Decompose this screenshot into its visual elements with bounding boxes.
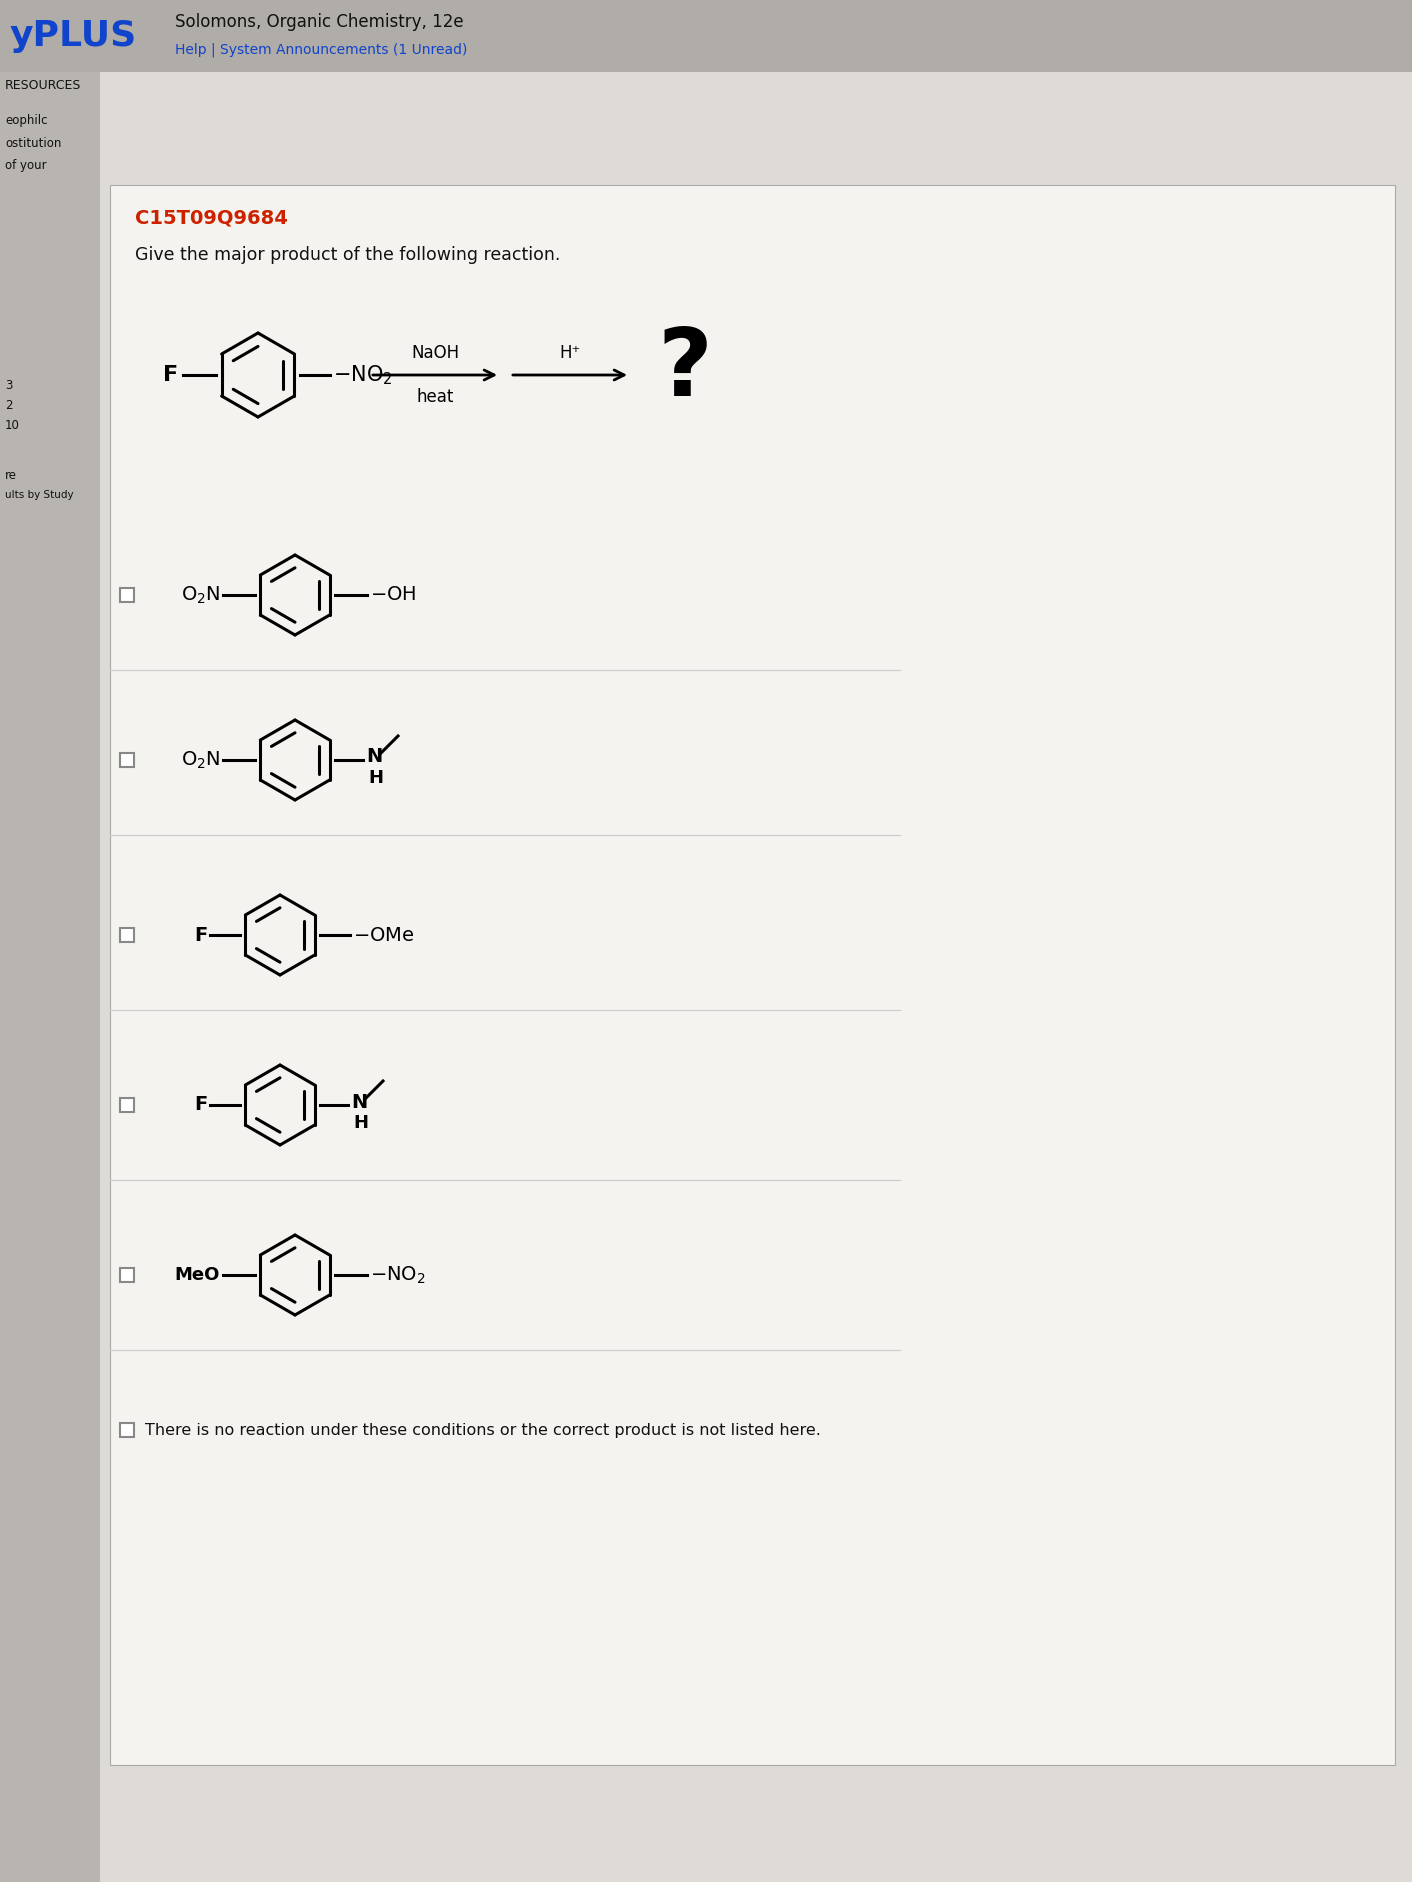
Text: $\mathregular{-NO_2}$: $\mathregular{-NO_2}$ (333, 363, 393, 388)
Text: F: F (162, 365, 178, 386)
Text: Help | System Announcements (1 Unread): Help | System Announcements (1 Unread) (175, 43, 467, 56)
FancyBboxPatch shape (100, 72, 1412, 1882)
FancyBboxPatch shape (0, 0, 1412, 72)
Text: F: F (193, 926, 208, 945)
FancyBboxPatch shape (0, 72, 100, 1882)
Text: re: re (6, 469, 17, 482)
FancyBboxPatch shape (120, 753, 134, 768)
Text: RESOURCES: RESOURCES (6, 79, 82, 92)
Text: $\mathregular{-OH}$: $\mathregular{-OH}$ (370, 585, 417, 604)
FancyBboxPatch shape (120, 1097, 134, 1112)
Text: $\mathregular{-OMe}$: $\mathregular{-OMe}$ (353, 926, 415, 945)
Text: eophilc: eophilc (6, 113, 48, 126)
Text: heat: heat (417, 388, 453, 407)
Text: H: H (353, 1114, 369, 1131)
Text: $\mathregular{-NO_2}$: $\mathregular{-NO_2}$ (370, 1265, 425, 1285)
Text: ults by Study: ults by Study (6, 489, 73, 501)
Text: C15T09Q9684: C15T09Q9684 (136, 209, 288, 228)
Text: 10: 10 (6, 418, 20, 431)
FancyBboxPatch shape (120, 1268, 134, 1282)
Text: of your: of your (6, 158, 47, 171)
Text: $\mathregular{O_2N}$: $\mathregular{O_2N}$ (181, 583, 220, 606)
Text: H⁺: H⁺ (559, 344, 580, 361)
Text: N: N (352, 1092, 367, 1112)
Text: 3: 3 (6, 378, 13, 391)
Text: $\mathregular{O_2N}$: $\mathregular{O_2N}$ (181, 749, 220, 770)
Text: H: H (369, 770, 384, 787)
Text: MeO: MeO (175, 1267, 220, 1284)
Text: Solomons, Organic Chemistry, 12e: Solomons, Organic Chemistry, 12e (175, 13, 463, 30)
Text: N: N (366, 747, 383, 766)
Text: ostitution: ostitution (6, 137, 61, 149)
Text: There is no reaction under these conditions or the correct product is not listed: There is no reaction under these conditi… (145, 1423, 820, 1438)
FancyBboxPatch shape (120, 928, 134, 943)
FancyBboxPatch shape (120, 587, 134, 602)
Text: F: F (193, 1095, 208, 1114)
Text: NaOH: NaOH (411, 344, 459, 361)
Text: yPLUS: yPLUS (10, 19, 137, 53)
Text: Give the major product of the following reaction.: Give the major product of the following … (136, 247, 561, 263)
FancyBboxPatch shape (120, 1423, 134, 1438)
Text: ?: ? (658, 324, 713, 416)
Text: 2: 2 (6, 399, 13, 412)
FancyBboxPatch shape (110, 184, 1395, 1765)
